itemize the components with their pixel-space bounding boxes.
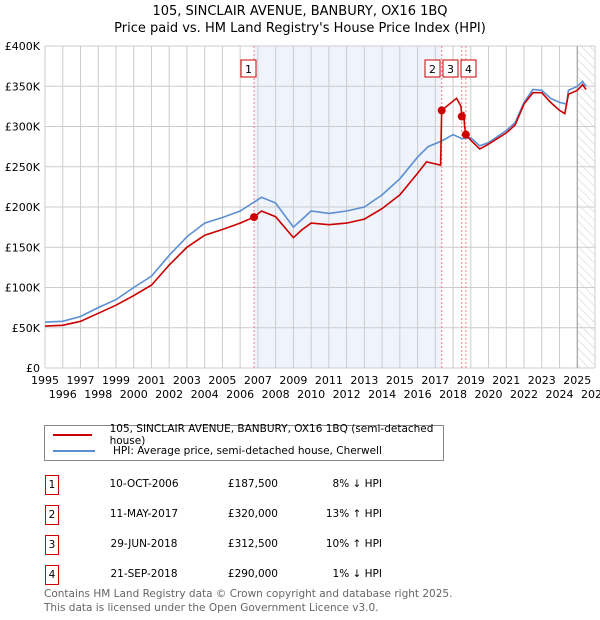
transaction-date: 10-OCT-2006 — [109, 478, 179, 490]
x-tick-label: 2013 — [350, 374, 378, 387]
sale-point — [437, 106, 446, 115]
chart-title: 105, SINCLAIR AVENUE, BANBURY, OX16 1BQ — [152, 4, 448, 19]
x-tick-label: 2006 — [226, 388, 254, 401]
x-tick-label: 2018 — [439, 388, 467, 401]
transaction-number: 4 — [45, 565, 59, 585]
x-tick-label: 2017 — [421, 374, 449, 387]
transaction-number: 3 — [45, 535, 59, 555]
legend-label: HPI: Average price, semi-detached house,… — [113, 445, 382, 457]
transaction-hpi: 8% ↓ HPI — [332, 478, 382, 490]
sale-label-box — [240, 59, 257, 78]
x-tick-label: 2015 — [386, 374, 414, 387]
footer: Contains HM Land Registry data © Crown c… — [44, 587, 452, 615]
transaction-date: 11-MAY-2017 — [109, 508, 179, 520]
sale-point — [250, 213, 258, 222]
y-tick-label: £0 — [26, 362, 40, 375]
transaction-hpi: 1% ↓ HPI — [332, 568, 382, 580]
x-tick-label: 2026 — [581, 388, 600, 401]
transaction-row: 3 29-JUN-2018 £312,500 10% ↑ HPI — [44, 535, 382, 555]
x-tick-label: 2014 — [368, 388, 396, 401]
x-tick-label: 2019 — [457, 374, 485, 387]
x-tick-label: 2003 — [173, 374, 201, 387]
x-tick-label: 2012 — [333, 388, 361, 401]
sale-label-box — [460, 59, 477, 78]
y-tick-label: £250K — [5, 161, 41, 174]
transaction-row: 4 21-SEP-2018 £290,000 1% ↓ HPI — [44, 565, 382, 585]
x-tick-label: 2010 — [297, 388, 325, 401]
x-tick-label: 2022 — [510, 388, 538, 401]
sale-label-box — [442, 59, 459, 78]
footer-licence: This data is licensed under the Open Gov… — [44, 602, 379, 614]
price-paid-line — [44, 83, 587, 327]
sale-label: 2 — [429, 63, 436, 76]
transaction-price: £320,000 — [227, 508, 278, 520]
transaction-number: 1 — [45, 475, 59, 495]
sale-point — [457, 112, 466, 121]
x-tick-label: 1995 — [31, 374, 59, 387]
y-tick-label: £300K — [5, 121, 41, 134]
chart-subtitle: Price paid vs. HM Land Registry's House … — [114, 21, 486, 36]
transaction-date: 29-JUN-2018 — [110, 538, 178, 550]
x-tick-label: 2002 — [155, 388, 183, 401]
footer-copyright: Contains HM Land Registry data © Crown c… — [44, 588, 453, 600]
transaction-price: £312,500 — [227, 538, 278, 550]
legend: 105, SINCLAIR AVENUE, BANBURY, OX16 1BQ … — [44, 423, 444, 461]
hpi-line — [44, 80, 587, 323]
price-chart: 1995199619971998199920002001200220032004… — [5, 40, 600, 401]
x-tick-label: 2008 — [262, 388, 290, 401]
y-tick-label: £150K — [5, 241, 41, 254]
x-tick-label: 2001 — [137, 374, 165, 387]
x-tick-label: 2007 — [244, 374, 272, 387]
legend-label: 105, SINCLAIR AVENUE, BANBURY, OX16 1BQ … — [109, 423, 434, 447]
x-tick-label: 2021 — [492, 374, 520, 387]
y-tick-label: £100K — [5, 282, 41, 295]
y-tick-label: £350K — [5, 80, 41, 93]
sale-label: 3 — [447, 63, 454, 76]
transaction-hpi: 13% ↑ HPI — [325, 508, 382, 520]
transaction-row: 1 10-OCT-2006 £187,500 8% ↓ HPI — [44, 475, 382, 495]
x-tick-label: 2000 — [120, 388, 148, 401]
transaction-price: £187,500 — [227, 478, 278, 490]
sale-label-box — [424, 59, 441, 78]
x-tick-label: 2016 — [404, 388, 432, 401]
legend-swatch-red — [53, 434, 92, 436]
x-tick-label: 1998 — [84, 388, 112, 401]
transaction-hpi: 10% ↑ HPI — [325, 538, 382, 550]
y-tick-label: £50K — [12, 322, 41, 335]
sale-point — [461, 130, 470, 139]
x-tick-label: 2025 — [563, 374, 591, 387]
y-tick-label: £200K — [5, 201, 41, 214]
x-tick-label: 2009 — [279, 374, 307, 387]
x-tick-label: 2011 — [315, 374, 343, 387]
legend-item-property: 105, SINCLAIR AVENUE, BANBURY, OX16 1BQ … — [53, 423, 443, 447]
x-tick-label: 2004 — [191, 388, 219, 401]
transaction-row: 2 11-MAY-2017 £320,000 13% ↑ HPI — [44, 505, 382, 525]
transaction-number: 2 — [45, 505, 59, 525]
sale-label: 1 — [245, 63, 252, 76]
transaction-price: £290,000 — [227, 568, 278, 580]
x-tick-label: 2005 — [208, 374, 236, 387]
x-tick-label: 1997 — [66, 374, 94, 387]
legend-swatch-blue — [53, 450, 95, 452]
x-tick-label: 1996 — [49, 388, 77, 401]
x-tick-label: 2024 — [546, 388, 574, 401]
x-tick-label: 2023 — [528, 374, 556, 387]
x-tick-label: 2020 — [475, 388, 503, 401]
sale-label: 4 — [465, 63, 472, 76]
transaction-date: 21-SEP-2018 — [110, 568, 178, 580]
x-tick-label: 1999 — [102, 374, 130, 387]
y-tick-label: £400K — [5, 40, 41, 53]
legend-item-hpi: HPI: Average price, semi-detached house,… — [53, 443, 382, 459]
